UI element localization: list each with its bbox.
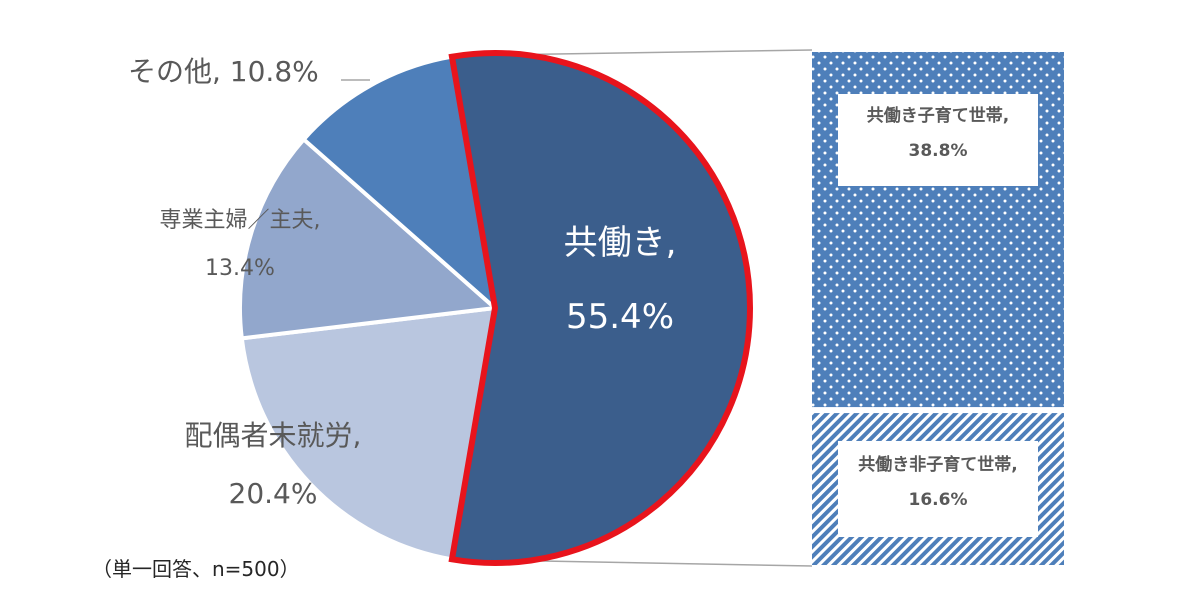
label-homemaker-value: 13.4% [205, 256, 275, 281]
label-dual-name: 共働き, [563, 223, 677, 263]
label-dual-value: 55.4% [565, 297, 674, 337]
label-with-children-name: 共働き子育て世帯, [866, 106, 1010, 126]
pie-group [238, 50, 753, 566]
label-homemaker-name: 専業主婦／主夫, [159, 208, 321, 233]
slice-dual-income [448, 50, 753, 566]
slice-homemaker [238, 136, 500, 341]
label-without-children-name: 共働き非子育て世帯, [858, 455, 1018, 475]
label-homemaker: 専業主婦／主夫, 13.4% [140, 210, 340, 280]
label-dual-with-children: 共働き子育て世帯, 38.8% [838, 94, 1038, 186]
slice-other [300, 54, 498, 314]
label-spouse-name: 配偶者未就労, [184, 419, 362, 452]
label-spouse-not-working: 配偶者未就労, 20.4% [168, 422, 378, 508]
label-dual-income: 共働き, 55.4% [530, 226, 710, 334]
label-spouse-value: 20.4% [228, 477, 318, 510]
label-other: その他, 10.8% [128, 58, 319, 86]
label-other-name: その他, [128, 55, 221, 88]
sample-note: （単一回答、n=500） [92, 557, 300, 581]
slice-spouse-not-working [239, 305, 498, 562]
label-with-children-value: 38.8% [908, 141, 968, 161]
label-without-children-value: 16.6% [908, 490, 968, 510]
label-other-value: 10.8% [220, 55, 319, 88]
label-dual-without-children: 共働き非子育て世帯, 16.6% [838, 441, 1038, 537]
